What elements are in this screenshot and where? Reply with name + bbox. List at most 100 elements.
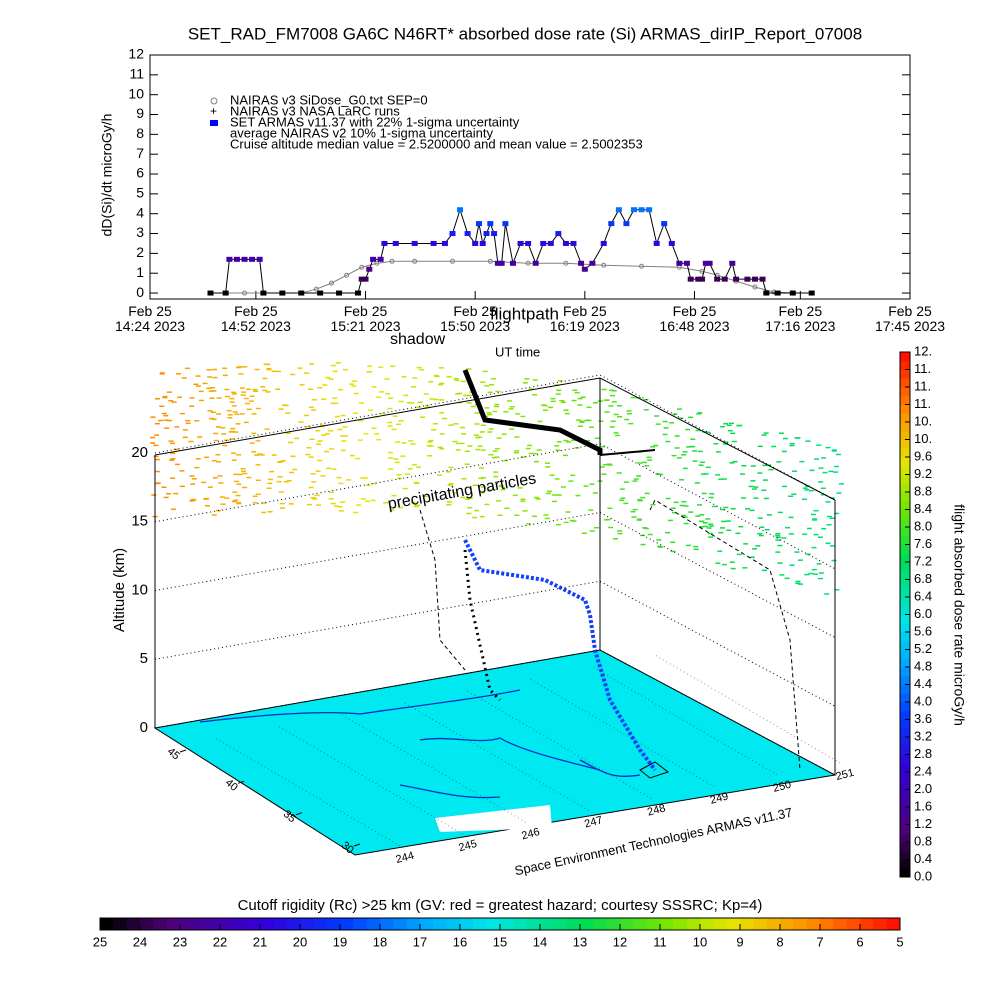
point [441, 240, 448, 246]
colorbar-cell [900, 623, 910, 633]
colorbar-tick-label: 11. [914, 378, 931, 393]
colorbar-cell [420, 918, 434, 930]
colorbar-cell [740, 918, 754, 930]
colorbar-cell [140, 918, 154, 930]
point [502, 221, 509, 227]
y-tick [237, 780, 245, 784]
y-tick-label: 9 [136, 105, 144, 121]
point [207, 290, 214, 296]
colorbar-cell [553, 918, 568, 930]
colorbar-cell [900, 500, 910, 510]
point [517, 240, 524, 246]
colorbar-tick-label: 17 [413, 934, 427, 949]
colorbar-cell [620, 918, 634, 930]
point [313, 286, 319, 292]
colorbar-cell [900, 588, 910, 598]
colorbar-cell [793, 918, 808, 930]
colorbar-cell [900, 369, 910, 379]
x-tick-label: 244 [395, 850, 416, 866]
colorbar-cell [900, 483, 910, 493]
point [661, 221, 668, 227]
colorbar-tick-label: 22 [213, 934, 227, 949]
point [808, 290, 815, 296]
colorbar-title: Cutoff rigidity (Rc) >25 km (GV: red = g… [238, 897, 763, 914]
colorbar-cell [713, 918, 728, 930]
colorbar-cell [900, 544, 910, 554]
box [154, 377, 836, 779]
colorbar-cell [900, 632, 910, 642]
y-tick-label: 0 [136, 284, 144, 300]
point [525, 240, 532, 246]
colorbar-cell [900, 413, 910, 423]
colorbar-cell [900, 815, 910, 825]
colorbar-cell [900, 422, 910, 432]
point [317, 290, 324, 296]
colorbar-cell [900, 492, 910, 502]
x-tick-label: 251 [835, 767, 856, 783]
colorbar-cell [900, 535, 910, 545]
point [578, 260, 585, 266]
point [449, 231, 456, 237]
colorbar-cell [833, 918, 848, 930]
particle-field [150, 362, 844, 595]
colorbar-cell [286, 918, 301, 930]
z-tick-label: 20 [131, 444, 148, 461]
point [475, 221, 482, 227]
legend-label: NAIRAS v3 NASA LaRC runs [230, 103, 400, 118]
point [242, 290, 248, 296]
point [699, 276, 706, 282]
x-tick-label: Feb 25 15:21 2023 [330, 303, 401, 334]
annotation: UT time [495, 344, 540, 359]
point [336, 290, 343, 296]
colorbar-tick-label: 21 [253, 934, 267, 949]
colorbar-cell [886, 918, 901, 930]
colorbar-cell [900, 649, 910, 659]
point [639, 263, 645, 269]
colorbar-cell [300, 918, 314, 930]
point [721, 276, 728, 282]
colorbar-tick-label: 18 [373, 934, 387, 949]
colorbar-cell [726, 918, 741, 930]
z-tick-label: 15 [131, 513, 148, 530]
point [366, 266, 373, 272]
colorbar-cell [900, 798, 910, 808]
colorbar-tick-label: 1.2 [914, 816, 932, 831]
point [374, 260, 380, 266]
point [638, 207, 645, 213]
x-tick-label: Feb 25 16:19 2023 [549, 303, 620, 334]
point [729, 260, 736, 266]
point [411, 240, 418, 246]
point [547, 240, 554, 246]
y-tick-label: 45 [165, 745, 182, 762]
point [540, 240, 547, 246]
point [562, 240, 569, 246]
point [589, 260, 596, 266]
annotation: Cruise altitude median value = 2.5200000… [230, 136, 643, 151]
colorbar-cell [873, 918, 888, 930]
colorbar-cell [593, 918, 608, 930]
point [733, 276, 740, 282]
colorbar-cell [660, 918, 674, 930]
flight-projection [463, 549, 502, 702]
colorbar-cell [513, 918, 528, 930]
colorbar-cell [846, 918, 861, 930]
point [601, 262, 607, 268]
colorbar-tick-label: 8 [776, 934, 783, 949]
x-tick-label: 247 [583, 814, 604, 830]
colorbar-tick-label: 1.6 [914, 798, 932, 813]
colorbar-cell [900, 360, 910, 370]
point [751, 276, 758, 282]
point [358, 276, 365, 282]
point [695, 276, 702, 282]
point [464, 231, 471, 237]
point [759, 276, 766, 282]
colorbar-tick-label: 6.8 [914, 571, 932, 586]
colorbar-cell [673, 918, 688, 930]
colorbar-cell [900, 509, 910, 519]
colorbar-cell [380, 918, 394, 930]
colorbar-cell [526, 918, 541, 930]
point [479, 240, 486, 246]
colorbar-cell [900, 789, 910, 799]
point [763, 290, 770, 296]
colorbar-cell [753, 918, 768, 930]
